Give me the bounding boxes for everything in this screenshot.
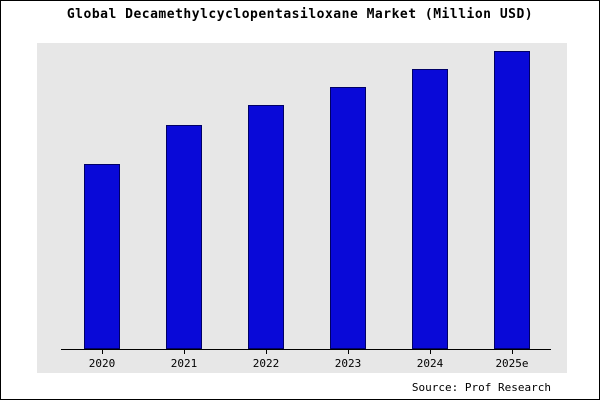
- x-tick-label-2022: 2022: [252, 357, 280, 370]
- x-axis-tick: [102, 350, 103, 354]
- x-tick-label-2024: 2024: [416, 357, 444, 370]
- x-axis-line: [61, 349, 551, 350]
- x-tick-label-2023: 2023: [334, 357, 362, 370]
- bar-2025e: [494, 51, 530, 349]
- x-axis-tick: [512, 350, 513, 354]
- bar-2024: [412, 69, 448, 349]
- plot-area: 2020 2021 2022 2023 2024 2025e: [37, 43, 567, 373]
- chart-title: Global Decamethylcyclopentasiloxane Mark…: [66, 7, 534, 22]
- x-tick-label-2021: 2021: [170, 357, 198, 370]
- x-tick-label-2025e: 2025e: [495, 357, 529, 370]
- bar-2021: [166, 125, 202, 349]
- bar-2022: [248, 105, 284, 349]
- x-axis-tick: [348, 350, 349, 354]
- bar-2023: [330, 87, 366, 349]
- x-tick-label-2020: 2020: [88, 357, 116, 370]
- bar-2020: [84, 164, 120, 349]
- x-axis-tick: [430, 350, 431, 354]
- x-axis-tick: [184, 350, 185, 354]
- source-text: Source: Prof Research: [411, 381, 551, 394]
- x-axis-tick: [266, 350, 267, 354]
